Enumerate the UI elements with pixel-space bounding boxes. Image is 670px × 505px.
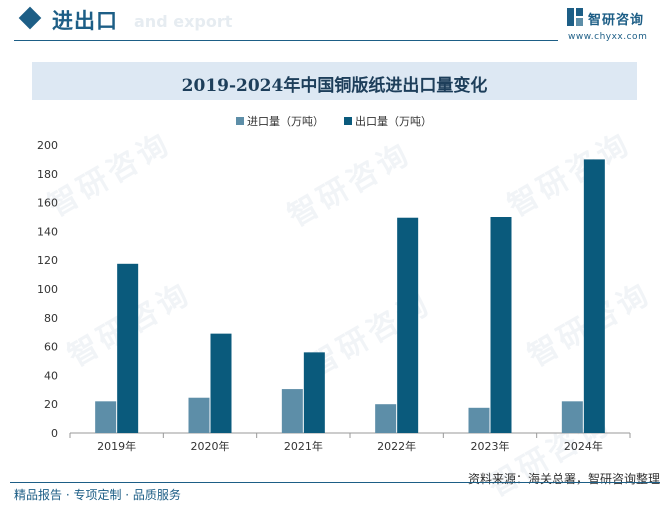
- chart-title-band: 2019-2024年中国铜版纸进出口量变化: [32, 62, 637, 100]
- y-tick-label: 80: [44, 312, 58, 325]
- x-tick-label: 2021年: [284, 439, 323, 453]
- y-tick-label: 120: [37, 254, 58, 267]
- brand-name: 智研咨询: [588, 13, 645, 28]
- x-tick-label: 2024年: [564, 439, 603, 453]
- legend-label-import: 进口量（万吨）: [247, 115, 324, 128]
- bar-import: [375, 404, 397, 433]
- bar-import: [95, 401, 117, 433]
- footer-tagline: 精品报告 · 专项定制 · 品质服务: [14, 488, 181, 502]
- brand-logo: 智研咨询 www.chyxx.com: [566, 7, 666, 42]
- y-tick-label: 20: [44, 398, 58, 411]
- legend-swatch-export: [344, 117, 352, 125]
- header-title: 进出口: [52, 9, 118, 33]
- bar-export: [397, 217, 419, 433]
- bar-export: [210, 333, 232, 433]
- y-tick-label: 100: [37, 283, 58, 296]
- bar-import: [561, 401, 583, 433]
- x-tick-label: 2022年: [377, 439, 416, 453]
- x-tick-label: 2020年: [191, 439, 230, 453]
- legend-item-import: 进口量（万吨）: [236, 113, 324, 129]
- y-tick-label: 180: [37, 168, 58, 181]
- legend-swatch-import: [236, 117, 244, 125]
- x-tick-label: 2023年: [471, 439, 510, 453]
- bar-export: [117, 263, 139, 433]
- brand-url: www.chyxx.com: [568, 32, 648, 42]
- chart-title: 2019-2024年中国铜版纸进出口量变化: [181, 76, 488, 96]
- bar-import: [188, 397, 210, 433]
- footer-divider: [10, 482, 660, 483]
- header-divider: [14, 40, 558, 41]
- legend-label-export: 出口量（万吨）: [355, 115, 432, 128]
- y-tick-label: 40: [44, 369, 58, 382]
- bar-import: [281, 389, 303, 433]
- header: 进出口 and export 智研咨询 www.chyxx.com: [0, 0, 670, 44]
- y-tick-label: 160: [37, 197, 58, 210]
- header-subtitle: and export: [134, 12, 233, 31]
- y-tick-label: 140: [37, 225, 58, 238]
- y-tick-label: 60: [44, 341, 58, 354]
- y-tick-label: 0: [51, 427, 58, 440]
- brand-logo-icon: [567, 8, 583, 26]
- bar-export: [583, 159, 605, 433]
- bar-chart: 0 20 40 60 80 100 120 140 160 180 200 2019年 2020年 202…: [37, 139, 631, 453]
- bar-export: [490, 217, 512, 433]
- legend-item-export: 出口量（万吨）: [344, 113, 432, 129]
- y-tick-label: 200: [37, 139, 58, 152]
- bar-export: [303, 352, 325, 433]
- bar-import: [468, 407, 490, 433]
- source-note: 资料来源：海关总署，智研咨询整理: [467, 472, 660, 486]
- x-tick-label: 2019年: [97, 439, 136, 453]
